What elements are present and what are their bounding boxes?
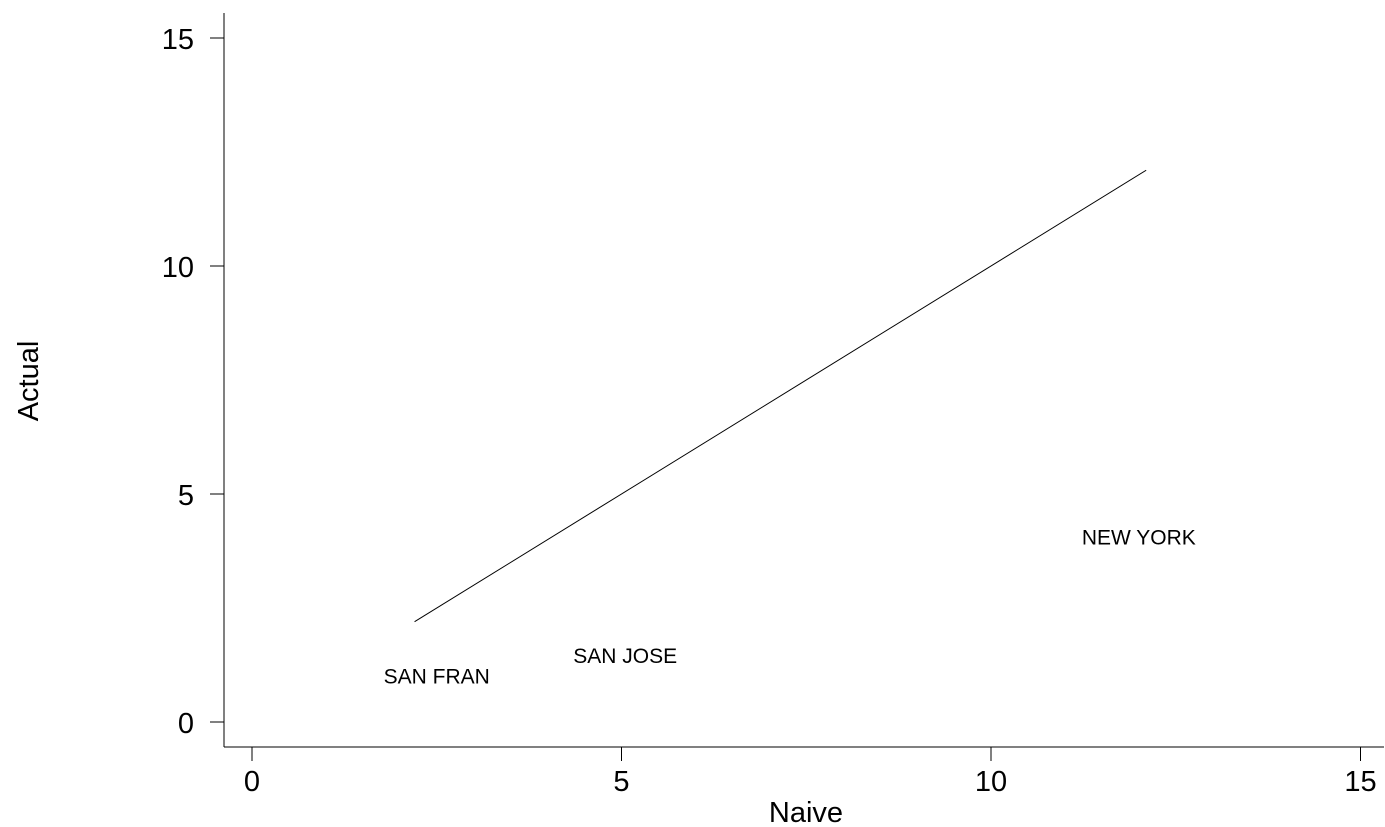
x-axis-title: Naive [769,797,843,827]
y-tick-label: 15 [162,24,194,56]
point-label: SAN FRAN [384,665,490,688]
reference-line [414,169,1147,623]
y-tick-label: 5 [178,480,194,512]
x-axis-ticks: 0 5 10 15 [244,747,1377,798]
point-label: SAN JOSE [573,645,677,668]
y-tick-label: 0 [178,708,194,740]
y-axis-ticks: 0 5 10 15 [162,24,224,740]
x-tick-label: 15 [1344,766,1376,798]
y-tick-label: 10 [162,252,194,284]
y-axis-title: Actual [13,341,45,422]
point-label: NEW YORK [1082,526,1196,549]
data-points: SAN FRAN SAN JOSE NEW YORK [384,526,1196,688]
x-tick-label: 5 [613,766,629,798]
x-tick-label: 10 [975,766,1007,798]
x-tick-label: 0 [244,766,260,798]
